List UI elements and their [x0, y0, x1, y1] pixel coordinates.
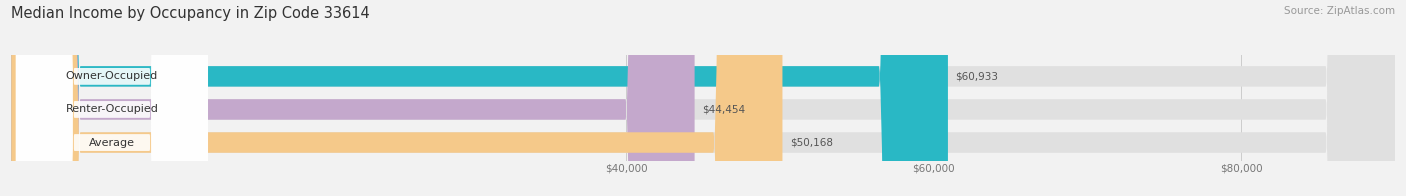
FancyBboxPatch shape — [15, 0, 208, 196]
Text: $60,933: $60,933 — [956, 71, 998, 81]
FancyBboxPatch shape — [15, 0, 208, 196]
FancyBboxPatch shape — [11, 0, 695, 196]
Text: Median Income by Occupancy in Zip Code 33614: Median Income by Occupancy in Zip Code 3… — [11, 6, 370, 21]
Text: Source: ZipAtlas.com: Source: ZipAtlas.com — [1284, 6, 1395, 16]
Text: Average: Average — [89, 138, 135, 148]
Text: Renter-Occupied: Renter-Occupied — [66, 104, 159, 114]
Text: $44,454: $44,454 — [702, 104, 745, 114]
FancyBboxPatch shape — [11, 0, 1395, 196]
FancyBboxPatch shape — [11, 0, 1395, 196]
FancyBboxPatch shape — [11, 0, 1395, 196]
Text: $50,168: $50,168 — [790, 138, 834, 148]
FancyBboxPatch shape — [15, 0, 208, 196]
Text: Owner-Occupied: Owner-Occupied — [66, 71, 157, 81]
FancyBboxPatch shape — [11, 0, 783, 196]
FancyBboxPatch shape — [11, 0, 948, 196]
